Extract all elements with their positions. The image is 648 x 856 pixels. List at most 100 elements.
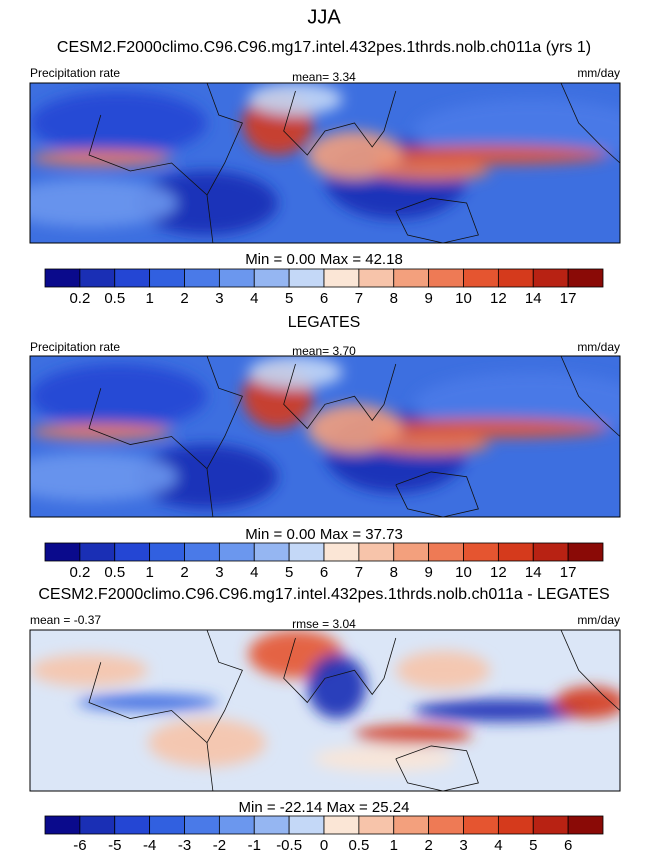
coastline <box>395 197 479 243</box>
field-blob <box>30 452 178 501</box>
colorbar-box <box>323 815 360 835</box>
colorbar-box <box>149 542 185 562</box>
colorbar-label: 0.5 <box>348 837 369 854</box>
stats-label: Min = 0.00 Max = 37.73 <box>245 526 403 543</box>
colorbar-box <box>253 268 290 288</box>
colorbar-label: 5 <box>529 837 537 854</box>
colorbar-label: 2 <box>180 564 188 581</box>
field <box>30 630 620 772</box>
colorbar-box <box>567 815 604 835</box>
map <box>30 630 620 791</box>
panel-title: CESM2.F2000climo.C96.C96.mg17.intel.432p… <box>38 586 609 603</box>
colorbar-box <box>323 542 360 562</box>
colorbar-box <box>288 268 325 288</box>
center-label: mean= 3.70 <box>292 344 356 358</box>
coastline <box>206 83 243 196</box>
coastline <box>283 363 397 430</box>
map <box>30 356 620 517</box>
coastline <box>560 356 620 437</box>
colorbar-label: -5 <box>108 837 121 854</box>
colorbar-label: 0.5 <box>104 290 125 307</box>
colorbar-label: 12 <box>490 564 507 581</box>
coastline <box>395 745 479 791</box>
colorbar-box <box>288 815 325 835</box>
colorbar-box <box>532 542 569 562</box>
colorbar-label: -2 <box>213 837 226 854</box>
coastline <box>88 662 214 791</box>
left-label: Precipitation rate <box>30 340 120 354</box>
colorbar-label: -3 <box>178 837 191 854</box>
field-blob <box>372 145 609 165</box>
colorbar-label: 0 <box>320 837 328 854</box>
colorbar-box <box>149 815 185 835</box>
colorbar-box <box>428 542 464 562</box>
field-blob <box>77 694 219 711</box>
colorbar-box <box>463 542 499 562</box>
colorbar-box <box>497 815 534 835</box>
colorbar-label: 8 <box>390 564 398 581</box>
colorbar-label: -4 <box>143 837 156 854</box>
field-blob <box>30 150 172 167</box>
colorbar-box <box>497 268 534 288</box>
colorbar-box <box>532 268 569 288</box>
colorbar-box <box>428 815 464 835</box>
center-label: rmse = 3.04 <box>292 617 356 631</box>
colorbar-box <box>44 815 81 835</box>
colorbar-label: 4 <box>250 564 258 581</box>
colorbar-box <box>253 542 290 562</box>
colorbar-box <box>184 815 220 835</box>
colorbar-label: 12 <box>490 290 507 307</box>
coastline <box>283 637 397 704</box>
colorbar-box <box>253 815 290 835</box>
colorbar-box <box>44 268 81 288</box>
colorbar-label: 1 <box>145 290 153 307</box>
coastline <box>395 471 479 517</box>
colorbar-label: 17 <box>560 564 577 581</box>
colorbar-label: 0.2 <box>69 564 90 581</box>
stats-label: Min = -22.14 Max = 25.24 <box>239 799 410 816</box>
colorbar-label: 5 <box>285 290 293 307</box>
field <box>30 356 620 509</box>
colorbar-box <box>218 268 255 288</box>
colorbar-box <box>79 542 116 562</box>
colorbar-label: 0.2 <box>69 290 90 307</box>
field-blob <box>30 364 207 429</box>
field-blob <box>248 356 343 389</box>
colorbar-label: 9 <box>424 290 432 307</box>
colorbar-label: -1 <box>248 837 261 854</box>
colorbar-label: 6 <box>564 837 572 854</box>
colorbar-box <box>79 815 116 835</box>
left-label: mean = -0.37 <box>30 613 101 627</box>
colorbar-label: 14 <box>525 290 542 307</box>
map <box>30 83 620 243</box>
field-blob <box>136 171 278 235</box>
panel-title: CESM2.F2000climo.C96.C96.mg17.intel.432p… <box>57 39 591 56</box>
field-blob <box>248 83 343 115</box>
colorbar-label: 1 <box>390 837 398 854</box>
colorbar-box <box>393 542 430 562</box>
coastline <box>88 114 214 243</box>
colorbar-label: 4 <box>250 290 258 307</box>
left-label: Precipitation rate <box>30 66 120 80</box>
panel-title: LEGATES <box>288 314 361 331</box>
map-frame <box>29 355 621 518</box>
field-blob <box>395 650 491 690</box>
colorbar-label: 6 <box>320 564 328 581</box>
colorbar-label: 10 <box>455 290 472 307</box>
field-blob <box>307 654 367 719</box>
colorbar-label: 3 <box>459 837 467 854</box>
colorbar-label: 1 <box>145 564 153 581</box>
colorbar-label: 7 <box>355 290 363 307</box>
field-blob <box>30 179 178 227</box>
map-frame <box>29 629 621 792</box>
colorbar-box <box>393 815 430 835</box>
colorbar-label: 2 <box>180 290 188 307</box>
colorbar-box <box>323 268 360 288</box>
coastline <box>206 630 243 743</box>
right-label: mm/day <box>577 613 620 627</box>
field-blob <box>313 745 455 772</box>
coastline <box>206 356 243 469</box>
colorbar-box <box>44 542 81 562</box>
field <box>30 83 620 235</box>
